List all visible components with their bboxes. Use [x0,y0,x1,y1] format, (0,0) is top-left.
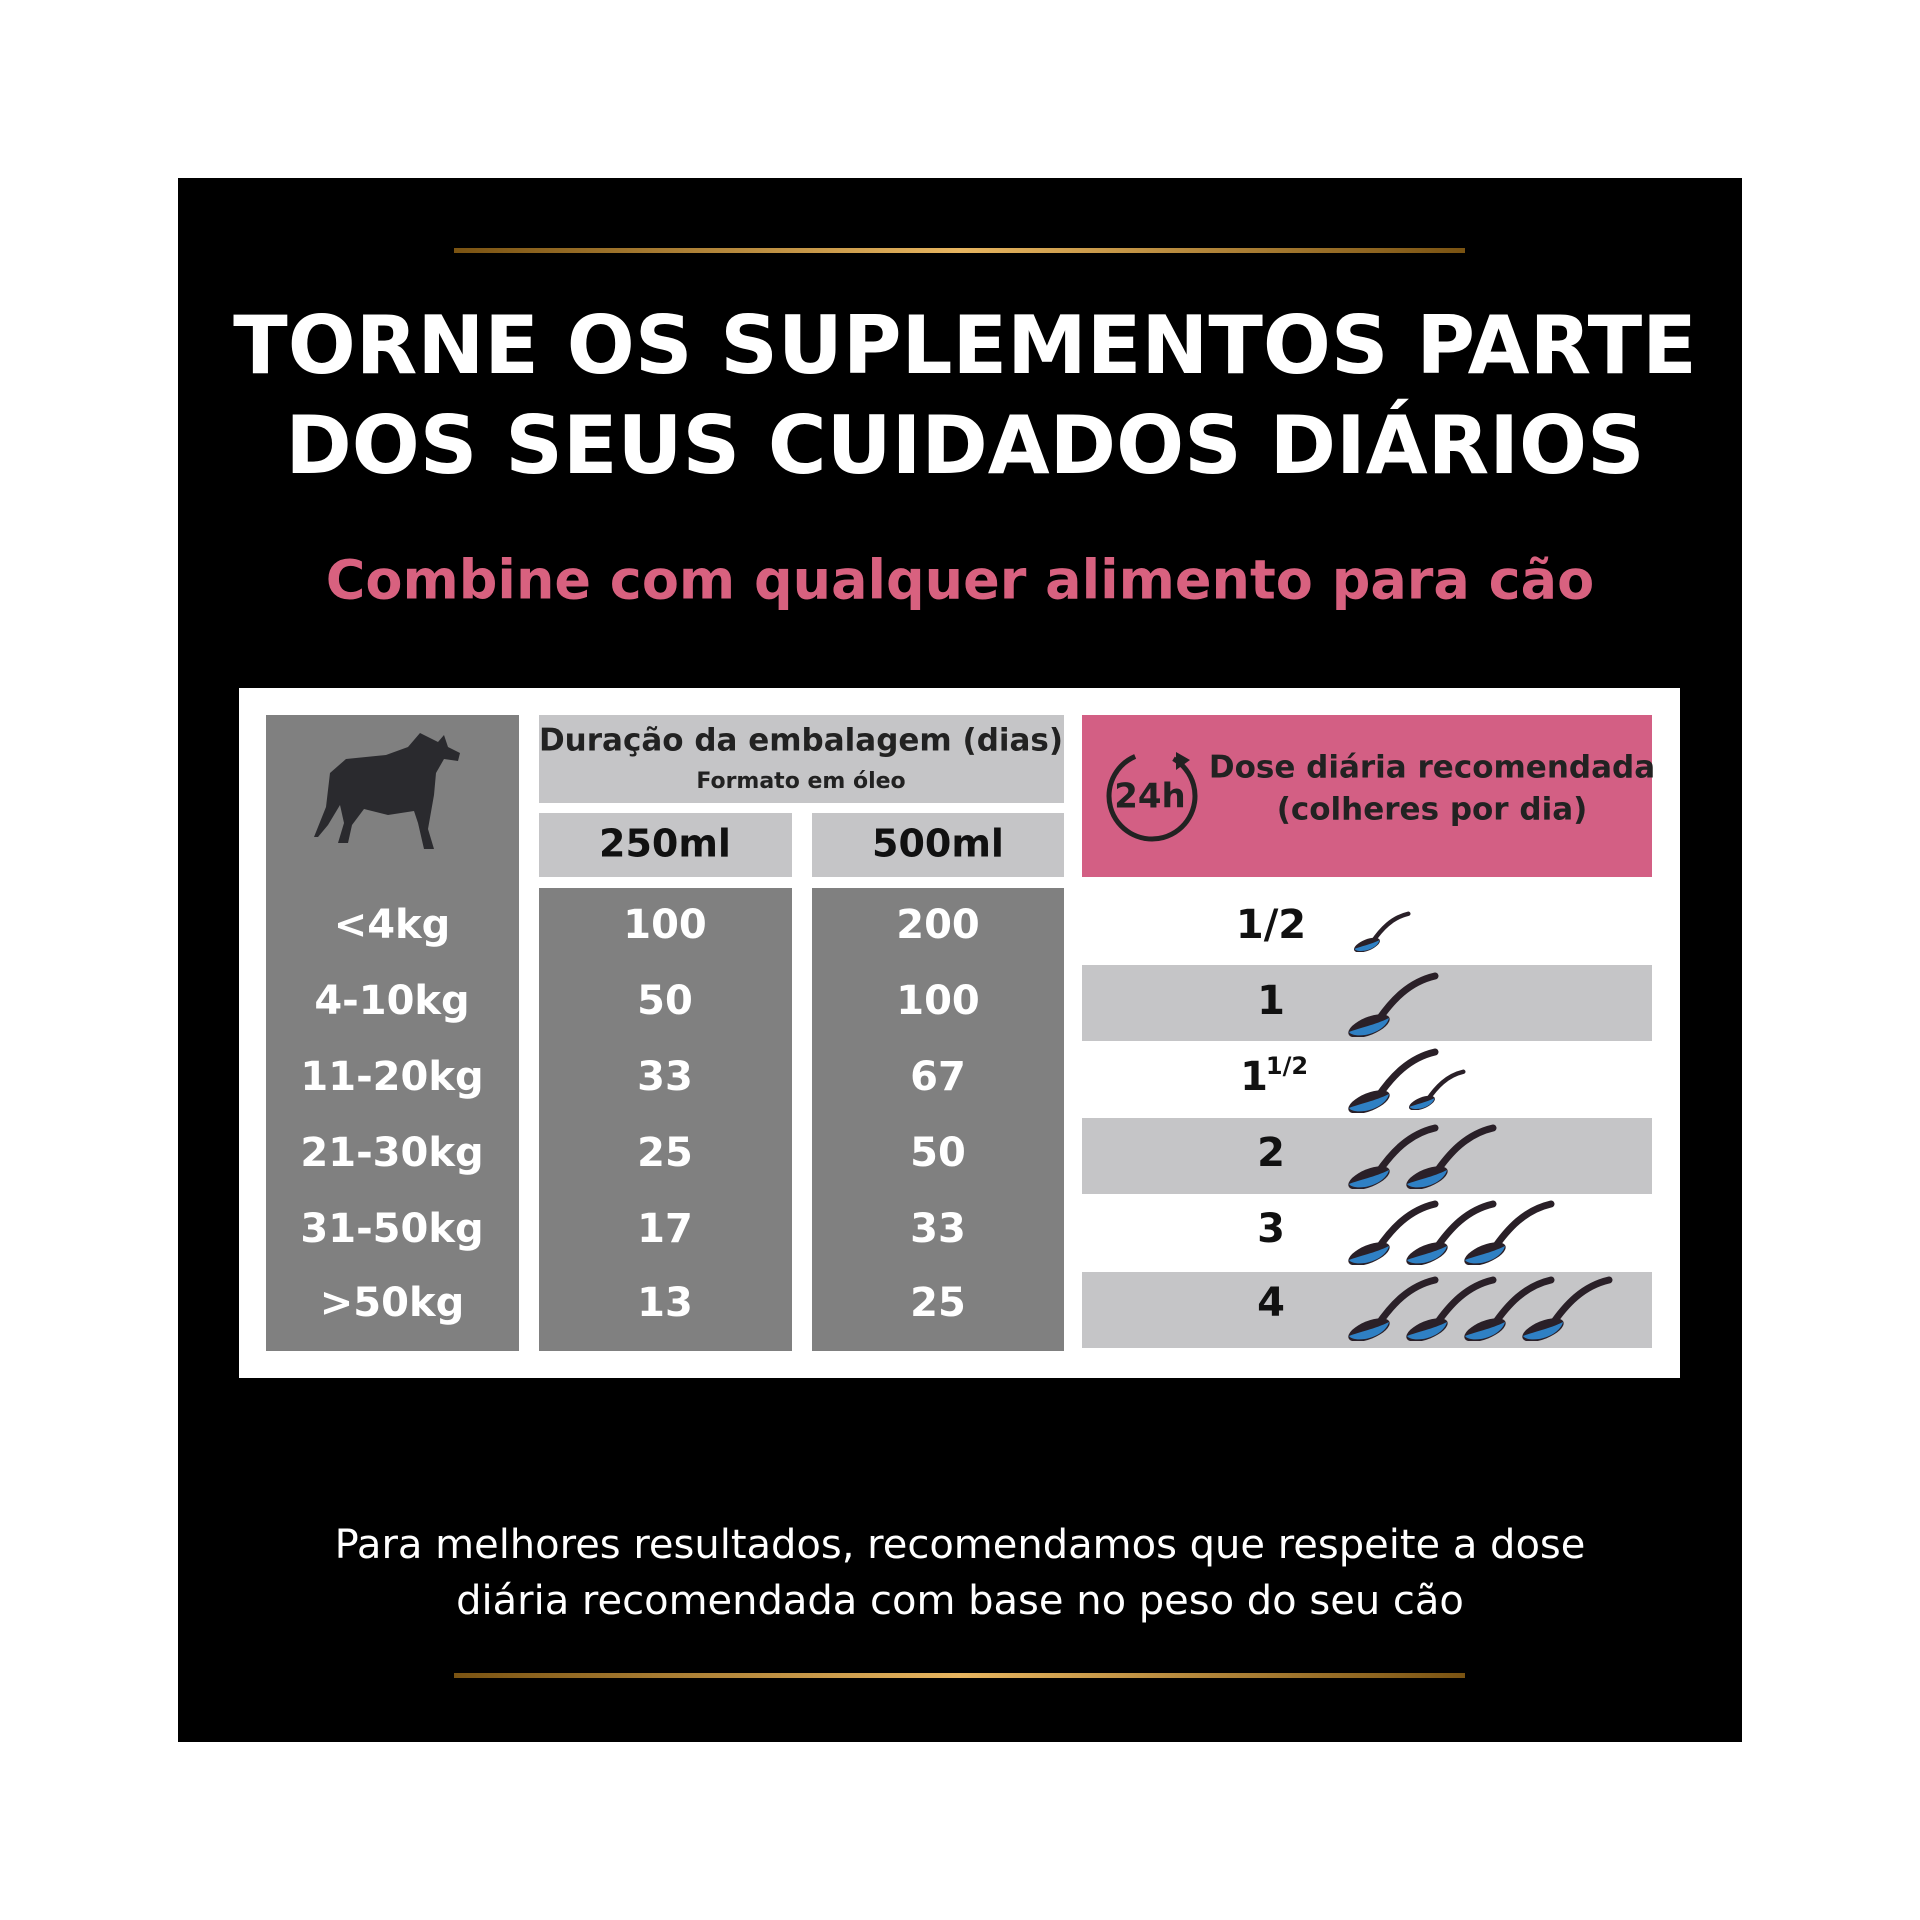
days: 100 [623,902,707,948]
subtitle: Combine com qualquer alimento para cão [326,549,1594,612]
days: 17 [637,1206,693,1252]
weight: 31-50kg [300,1206,483,1252]
days: 25 [910,1280,966,1326]
size-label: 250ml [599,822,731,866]
duration-subheader: Formato em óleo [696,769,905,794]
duration-header [539,715,1064,803]
title-line: TORNE OS SUPLEMENTOS PARTE [233,299,1697,392]
clock-arrow [1176,752,1190,770]
dog-icon [314,733,460,849]
dose: 2 [1257,1130,1285,1176]
footer-line: diária recomendada com base no peso do s… [456,1578,1464,1624]
size-header [812,813,1064,877]
days: 33 [637,1054,693,1100]
days: 100 [896,978,980,1024]
dose-header [1082,715,1652,877]
days-column [812,888,1064,1351]
dose: 4 [1257,1280,1285,1326]
weight: 4-10kg [314,978,469,1024]
days: 50 [910,1130,966,1176]
days: 67 [910,1054,966,1100]
gold-rule [454,1673,1465,1678]
duration-header-text: Duração da embalagem (dias) [539,723,1063,759]
weight: 21-30kg [300,1130,483,1176]
weight: >50kg [320,1280,464,1326]
days: 50 [637,978,693,1024]
clock-label: 24h [1114,777,1186,817]
dose-header-text: Dose diária recomendada [1209,750,1655,786]
weight: 11-20kg [300,1054,483,1100]
dose: 1 [1257,978,1285,1024]
dose-header-text: (colheres por dia) [1277,792,1588,828]
dose: 1 [1240,1054,1268,1100]
clock-icon [1106,750,1198,842]
weight-column [266,715,519,1351]
days: 25 [637,1130,693,1176]
size-header [539,813,792,877]
weight: <4kg [334,902,451,948]
dose-fraction: 1/2 [1266,1052,1308,1080]
size-label: 500ml [872,822,1004,866]
footer-line: Para melhores resultados, recomendamos q… [335,1522,1586,1568]
dose: 3 [1257,1206,1285,1252]
days: 33 [910,1206,966,1252]
days: 13 [637,1280,693,1326]
days: 200 [896,902,980,948]
title-line: DOS SEUS CUIDADOS DIÁRIOS [285,398,1644,492]
days-column [539,888,792,1351]
dose: 1/2 [1236,902,1306,948]
gold-rule [454,248,1465,253]
